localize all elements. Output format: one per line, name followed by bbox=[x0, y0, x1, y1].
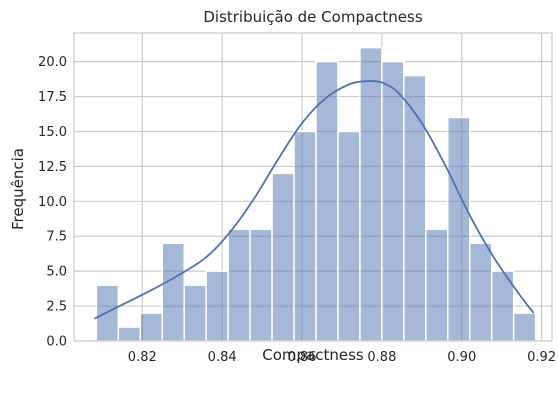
histogram-bar bbox=[117, 326, 142, 342]
histogram-bar bbox=[183, 284, 207, 342]
y-tick-labels: 0.0 2.5 5.0 7.5 10.0 12.5 15.0 17.5 20.0 bbox=[38, 55, 67, 349]
x-tick-label: 0.86 bbox=[288, 350, 317, 365]
y-tick-label: 10.0 bbox=[38, 195, 67, 210]
kde-curve bbox=[93, 80, 535, 320]
y-tick-label: 0.0 bbox=[46, 335, 67, 350]
y-tick-label: 2.5 bbox=[46, 300, 67, 315]
histogram-bar bbox=[359, 46, 383, 342]
axes-spines bbox=[73, 32, 553, 342]
histogram-bar bbox=[425, 228, 449, 342]
y-axis-label: Frequência bbox=[9, 148, 27, 230]
y-tick-label: 15.0 bbox=[38, 125, 67, 140]
histogram-bar bbox=[468, 242, 493, 342]
histogram-bar bbox=[249, 228, 273, 342]
histogram-bar bbox=[293, 130, 317, 342]
y-tick-label: 17.5 bbox=[38, 90, 67, 105]
kde-curve-layer bbox=[93, 80, 535, 320]
chart-title: Distribuição de Compactness bbox=[203, 8, 423, 26]
x-tick-labels: 0.82 0.84 0.86 0.88 0.90 0.92 bbox=[128, 350, 556, 365]
histogram-bar bbox=[227, 228, 251, 342]
x-axis-label: Compactness bbox=[262, 346, 364, 364]
histogram-bar bbox=[161, 242, 185, 342]
y-tick-label: 5.0 bbox=[46, 265, 67, 280]
histogram-bar bbox=[403, 74, 427, 342]
histogram-bar bbox=[337, 130, 361, 342]
axes-frame bbox=[73, 32, 553, 342]
y-tick-label: 7.5 bbox=[46, 230, 67, 245]
histogram-bar bbox=[205, 270, 229, 342]
x-tick-label: 0.90 bbox=[447, 350, 476, 365]
histogram-bar bbox=[447, 116, 471, 342]
x-tick-label: 0.84 bbox=[208, 350, 237, 365]
histogram-bar bbox=[381, 60, 405, 342]
x-tick-label: 0.82 bbox=[128, 350, 157, 365]
y-tick-label: 20.0 bbox=[38, 55, 67, 70]
histogram-bar bbox=[139, 312, 164, 342]
y-tick-label: 12.5 bbox=[38, 160, 67, 175]
histogram-bar bbox=[271, 172, 295, 342]
histogram-bar bbox=[512, 312, 537, 342]
x-tick-label: 0.88 bbox=[367, 350, 396, 365]
x-tick-label: 0.92 bbox=[527, 350, 556, 365]
plot-area bbox=[73, 32, 553, 342]
